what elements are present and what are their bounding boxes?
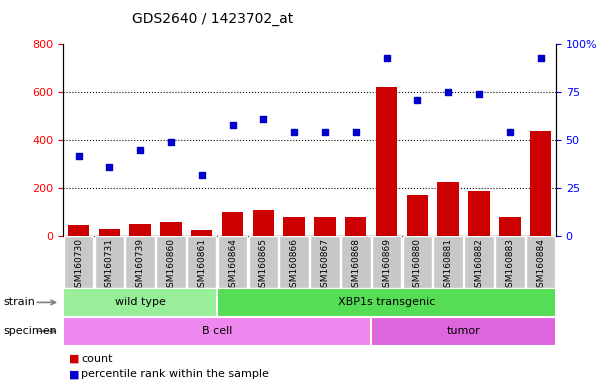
Bar [279,236,309,288]
Bar [217,288,556,317]
Text: GSM160881: GSM160881 [444,238,453,293]
Bar [99,229,120,236]
Bar [310,236,340,288]
Bar [345,217,367,236]
Text: tumor: tumor [447,326,480,336]
Bar [63,317,371,346]
Point [505,129,514,136]
Bar [252,210,274,236]
Point [444,89,453,95]
Bar [64,236,93,288]
Text: GSM160882: GSM160882 [474,238,483,293]
Point [351,129,361,136]
Text: count: count [81,354,112,364]
Point [74,152,84,159]
Bar [156,236,186,288]
Bar [68,225,90,236]
Text: GSM160866: GSM160866 [290,238,299,293]
Text: percentile rank within the sample: percentile rank within the sample [81,369,269,379]
Point [197,172,207,178]
Text: GSM160731: GSM160731 [105,238,114,293]
Text: GSM160883: GSM160883 [505,238,514,293]
Bar [376,87,397,236]
Text: XBP1s transgenic: XBP1s transgenic [338,297,435,308]
Text: GSM160739: GSM160739 [136,238,145,293]
Bar [160,222,182,236]
Bar [371,317,556,346]
Bar [529,131,551,236]
Point [258,116,268,122]
Text: GSM160867: GSM160867 [320,238,329,293]
Bar [126,236,155,288]
Bar [341,236,370,288]
Bar [499,217,520,236]
Text: specimen: specimen [3,326,56,336]
Bar [94,236,124,288]
Bar [438,182,459,236]
Text: B cell: B cell [202,326,233,336]
Text: GSM160730: GSM160730 [74,238,83,293]
Text: GSM160860: GSM160860 [166,238,175,293]
Bar [63,288,217,317]
Bar [283,217,305,236]
Text: GSM160861: GSM160861 [197,238,206,293]
Text: GDS2640 / 1423702_at: GDS2640 / 1423702_at [132,12,293,25]
Bar [495,236,525,288]
Bar [187,236,216,288]
Text: ■: ■ [69,369,79,379]
Point [535,55,545,61]
Text: strain: strain [3,297,35,308]
Text: GSM160864: GSM160864 [228,238,237,293]
Point [289,129,299,136]
Text: GSM160884: GSM160884 [536,238,545,293]
Bar [433,236,463,288]
Point [320,129,330,136]
Bar [464,236,493,288]
Bar [468,190,490,236]
Point [105,164,114,170]
Bar [403,236,432,288]
Text: GSM160880: GSM160880 [413,238,422,293]
Point [135,147,145,153]
Bar [249,236,278,288]
Point [474,91,484,97]
Bar [191,230,213,236]
Bar [406,195,428,236]
Bar [222,212,243,236]
Text: wild type: wild type [115,297,165,308]
Text: GSM160869: GSM160869 [382,238,391,293]
Bar [526,236,555,288]
Text: GSM160865: GSM160865 [259,238,268,293]
Bar [372,236,401,288]
Point [412,97,422,103]
Text: GSM160868: GSM160868 [351,238,360,293]
Bar [218,236,247,288]
Bar [314,217,336,236]
Point [166,139,175,145]
Point [382,55,391,61]
Point [228,122,237,128]
Text: ■: ■ [69,354,79,364]
Bar [129,224,151,236]
